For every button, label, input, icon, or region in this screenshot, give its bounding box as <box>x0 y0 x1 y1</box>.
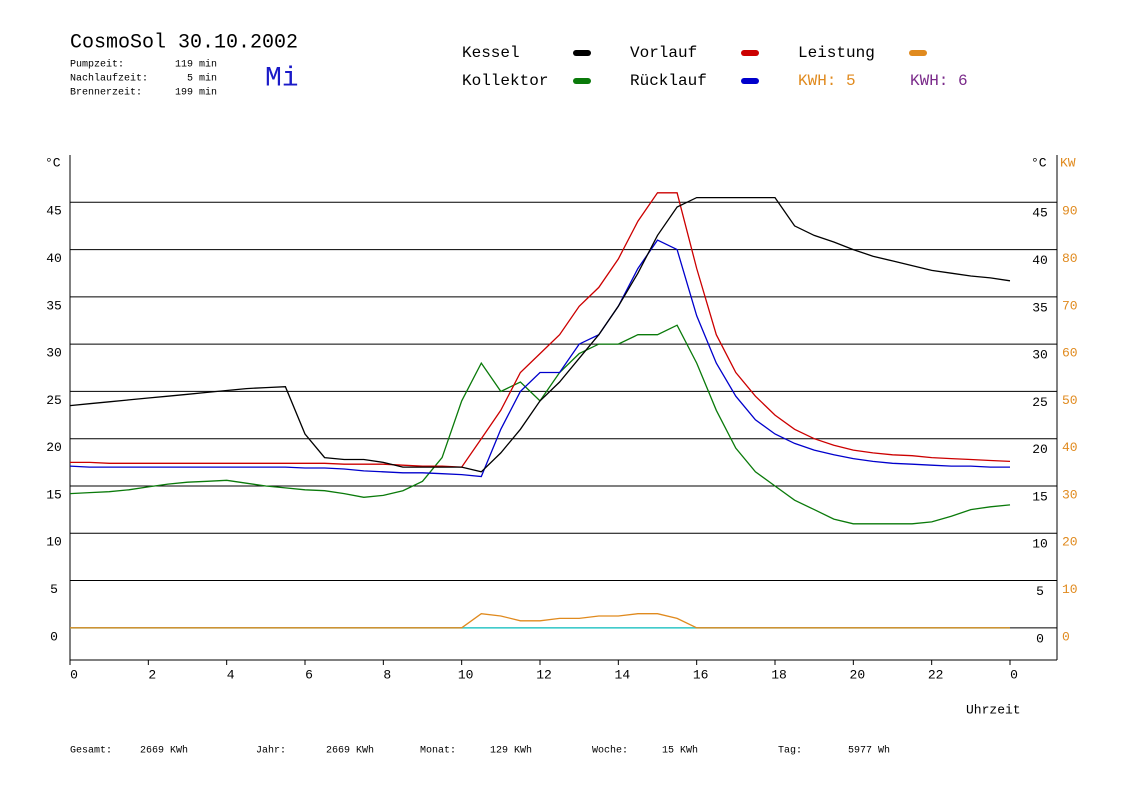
y-tick-label: 40 <box>46 251 62 266</box>
info-value: 5 min <box>187 73 217 85</box>
y2-tick-label: 30 <box>1062 487 1078 502</box>
series-line <box>69 324 1011 525</box>
footer-value: 15 KWh <box>662 745 698 757</box>
info-value: 119 min <box>175 59 217 71</box>
series-line <box>70 192 1011 468</box>
y2-tick-label: 70 <box>1062 298 1078 313</box>
series-line <box>69 196 1011 473</box>
legend-label: Kollektor <box>462 72 548 90</box>
x-tick-label: 14 <box>615 667 631 682</box>
legend-label: Leistung <box>798 44 875 62</box>
y-tick-label: 15 <box>46 487 62 502</box>
y2-tick-label: 60 <box>1062 346 1078 361</box>
series-line <box>70 613 1010 629</box>
x-tick-label: 6 <box>305 667 313 682</box>
y2-tick-label: 40 <box>1062 440 1078 455</box>
y-tick-label-right: 40 <box>1032 253 1048 268</box>
x-tick-label: 12 <box>536 667 552 682</box>
y-tick-label: 35 <box>46 298 62 313</box>
y-tick-label: 5 <box>50 582 58 597</box>
y-tick-label: 45 <box>46 204 62 219</box>
info-label: Nachlaufzeit: <box>70 73 148 85</box>
y-tick-label-right: 5 <box>1036 584 1044 599</box>
x-tick-label: 18 <box>771 667 787 682</box>
y-tick-label-right: 35 <box>1032 300 1048 315</box>
weekday: Mi <box>265 63 299 94</box>
y-tick-label: 20 <box>46 440 62 455</box>
y-tick-label: 25 <box>46 393 62 408</box>
y-tick-label: 10 <box>46 535 62 550</box>
footer-value: 2669 KWh <box>140 745 188 757</box>
info-label: Brennerzeit: <box>70 87 142 99</box>
kwh-annotation: KWH: 5 <box>798 72 856 90</box>
footer-label: Tag: <box>778 746 802 757</box>
chart-title: CosmoSol 30.10.2002 <box>70 31 298 54</box>
legend-label: Rücklauf <box>630 72 707 90</box>
y2-tick-label: 10 <box>1062 582 1078 597</box>
legend-label: Kessel <box>462 44 520 62</box>
x-tick-label: 10 <box>458 667 474 682</box>
y2-tick-label: 20 <box>1062 535 1078 550</box>
y-axis-label: °C <box>45 155 61 170</box>
y-tick-label-right: 45 <box>1032 206 1048 221</box>
footer-value: 129 KWh <box>490 745 532 757</box>
x-tick-label: 4 <box>227 667 235 682</box>
legend-label: Vorlauf <box>630 44 697 62</box>
y2-tick-label: 90 <box>1062 204 1078 219</box>
y-tick-label-right: 30 <box>1032 348 1048 363</box>
y2-axis-label-unit: °C <box>1031 155 1047 170</box>
footer-value: 5977 Wh <box>848 745 890 757</box>
x-tick-label: 8 <box>383 667 391 682</box>
footer-label: Jahr: <box>256 745 286 757</box>
series-line <box>69 239 1010 478</box>
x-axis-label: Uhrzeit <box>966 702 1021 717</box>
y-tick-label-right: 15 <box>1032 489 1048 504</box>
x-tick-label: 22 <box>928 667 944 682</box>
footer-label: Woche: <box>592 745 628 757</box>
kwh-annotation: KWH: 6 <box>910 72 968 90</box>
y2-tick-label: 50 <box>1062 393 1078 408</box>
y-tick-label: 30 <box>46 346 62 361</box>
y2-axis-label: KW <box>1060 155 1076 170</box>
footer-value: 2669 KWh <box>326 745 374 757</box>
footer-label: Monat: <box>420 746 456 757</box>
info-label: Pumpzeit: <box>70 59 124 71</box>
x-tick-label: 20 <box>850 667 866 682</box>
y-tick-label-right: 0 <box>1036 631 1044 646</box>
y-tick-label-right: 10 <box>1032 537 1048 552</box>
x-tick-label: 0 <box>70 667 78 682</box>
info-value: 199 min <box>175 87 217 99</box>
x-tick-label: 0 <box>1010 667 1018 682</box>
y2-tick-label: 0 <box>1062 629 1070 644</box>
y-tick-label: 0 <box>50 629 58 644</box>
y-tick-label-right: 25 <box>1032 395 1048 410</box>
y-tick-label-right: 20 <box>1032 442 1048 457</box>
footer-label: Gesamt: <box>70 746 112 757</box>
x-tick-label: 16 <box>693 667 709 682</box>
y2-tick-label: 80 <box>1062 251 1078 266</box>
x-tick-label: 2 <box>148 667 156 682</box>
